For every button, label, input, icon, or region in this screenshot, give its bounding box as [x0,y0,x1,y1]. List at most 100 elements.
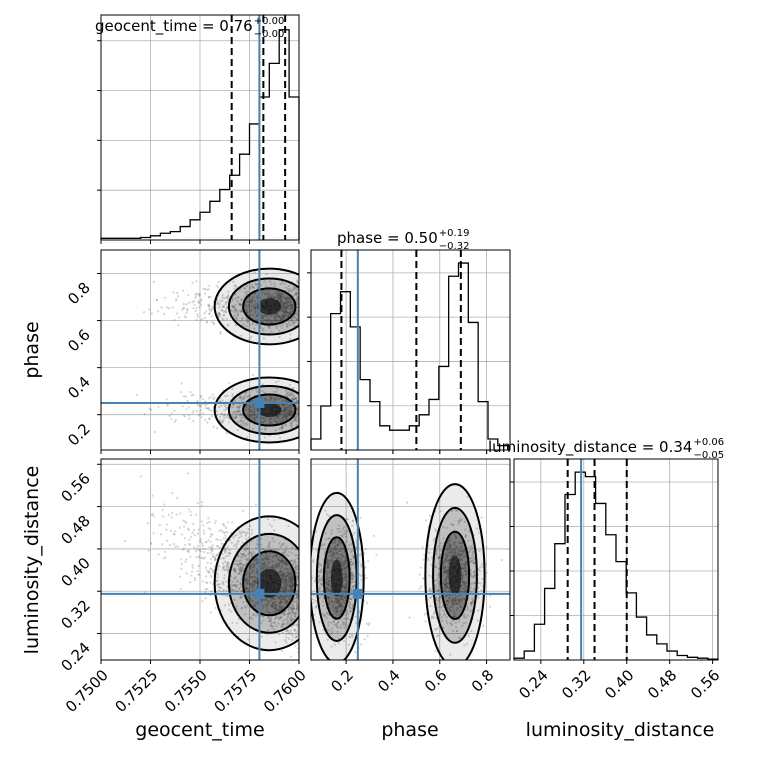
sample-point [277,397,281,401]
sample-point [237,406,240,409]
sample-point [187,406,190,409]
sample-point [276,388,279,391]
sample-point [345,585,348,588]
sample-point [197,413,200,416]
sample-point [281,415,284,419]
sample-point [278,573,282,576]
sample-point [296,302,299,306]
sample-point [248,564,252,567]
sample-point [333,601,336,604]
sample-point [254,418,257,422]
sample-point [254,410,257,413]
sample-point [253,603,256,606]
sample-point [469,560,473,563]
sample-point [163,550,167,553]
sample-point [251,298,254,301]
sample-point [211,568,214,571]
sample-point [436,634,440,637]
sample-point [279,605,282,608]
sample-point [456,602,459,606]
sample-point [273,282,276,285]
sample-point [285,392,289,395]
sample-point [286,582,289,585]
sample-point [232,305,235,308]
sample-point [262,615,265,618]
sample-point [152,532,155,535]
sample-point [250,406,253,409]
sample-point [272,564,275,567]
sample-point [196,315,200,318]
sample-point [291,307,294,310]
sample-point [184,520,187,523]
sample-point [277,298,281,301]
sample-point [290,570,294,574]
sample-point [286,311,289,314]
sample-point [295,635,299,638]
sample-point [262,416,265,420]
sample-point [327,551,330,554]
sample-point [457,599,460,602]
sample-point [269,617,272,620]
sample-point [434,528,437,531]
sample-point [335,552,338,555]
sample-point [249,566,252,570]
sample-point [350,577,353,580]
sample-point [201,412,205,415]
sample-point [285,298,288,301]
sample-point [330,601,333,604]
sample-point [457,520,460,523]
sample-point [237,420,240,423]
sample-point [470,601,473,605]
sample-point [294,416,298,419]
sample-point [278,320,281,323]
sample-point [159,533,163,536]
sample-point [235,286,238,289]
sample-point [465,616,468,619]
sample-point [344,587,347,590]
sample-point [270,296,274,299]
sample-point [171,491,174,495]
sample-point [295,297,299,300]
sample-point [342,525,346,529]
sample-point [267,315,270,318]
sample-point [470,602,473,605]
sample-point [290,586,294,589]
sample-point [451,550,454,553]
sample-point [288,583,291,587]
sample-point [246,311,249,314]
sample-point [186,308,189,311]
sample-point [246,577,249,580]
sample-point [350,588,353,592]
sample-point [319,569,322,572]
sample-point [450,624,453,627]
sample-point [351,519,355,522]
sample-point [343,586,347,589]
sample-point [196,313,199,316]
sample-point [222,557,225,560]
sample-point [191,411,194,415]
sample-point [240,309,243,313]
sample-point [282,304,285,307]
sample-point [446,622,449,625]
sample-point [274,296,277,299]
sample-point [295,301,298,305]
sample-point [342,579,345,582]
sample-point [267,318,270,321]
sample-point [268,523,271,526]
sample-point [290,319,294,322]
sample-point [213,559,216,562]
sample-point [221,530,225,533]
sample-point [282,586,286,589]
sample-point [236,314,239,317]
sample-point [269,418,272,421]
sample-point [453,600,456,603]
sample-point [458,600,461,603]
sample-point [248,409,251,412]
sample-point [285,306,288,309]
sample-point [278,597,281,601]
sample-point [218,315,221,318]
sample-point [283,407,287,411]
sample-point [282,589,285,592]
sample-point [290,584,293,587]
